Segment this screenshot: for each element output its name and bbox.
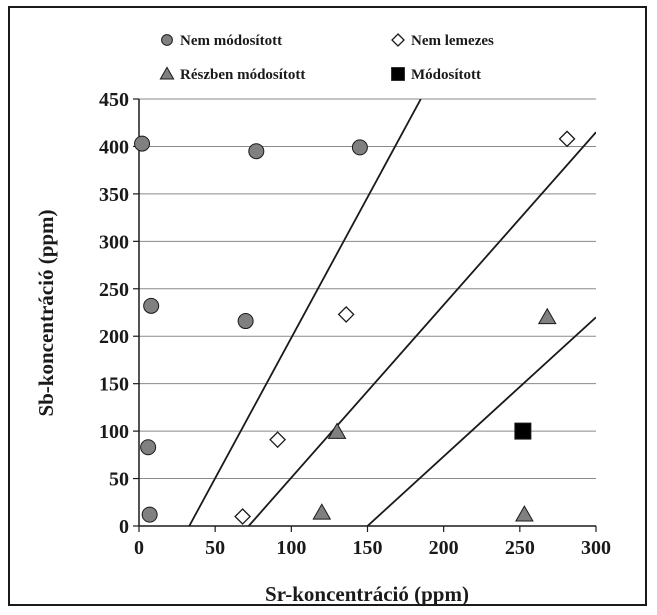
y-tick-label: 350 [99,184,129,206]
y-tick-label: 400 [99,136,129,158]
legend: Nem módosított Nem lemezes Részben módosít… [159,33,494,83]
point-triangle [537,307,557,325]
trend-line [366,316,596,526]
chart-frame [8,6,647,606]
point-diamond [234,508,252,525]
y-tick-label: 100 [99,421,129,443]
point-circle [141,506,158,523]
legend-marker-triangle [159,66,175,80]
legend-marker-square [391,67,405,81]
y-axis-title: Sb-koncentráció (ppm) [34,209,58,416]
x-tick-label: 100 [276,537,306,559]
point-triangle [312,503,332,520]
y-tick-label: 250 [99,279,129,301]
axes [133,98,597,532]
x-tick-label: 200 [429,537,459,559]
legend-label: Nem módosított [180,33,282,49]
x-tick-label: 300 [581,537,611,559]
x-tick-label: 50 [205,537,225,559]
y-tick-label: 150 [99,374,129,396]
y-tick-label: 450 [99,89,129,111]
point-circle [134,135,151,152]
point-diamond [558,130,576,148]
trend-lines [188,99,596,526]
point-circle [351,139,368,156]
gridlines [139,98,596,480]
trend-line [188,99,422,526]
legend-marker-circle [161,34,173,46]
legend-label: Nem lemezes [411,33,494,49]
point-square [514,422,532,440]
point-circle [237,313,254,330]
y-tick-label: 300 [99,231,129,253]
point-triangle [515,505,534,522]
legend-label: Részben módosított [180,67,305,83]
data-points [134,130,576,525]
x-tick-label: 250 [505,537,535,559]
point-circle [143,297,160,314]
legend-label: Módosított [411,67,481,83]
x-axis-title: Sr-koncentráció (ppm) [265,582,469,606]
y-tick-label: 200 [99,326,129,348]
point-diamond [269,431,287,449]
point-triangle [327,422,347,439]
y-tick-label: 0 [119,516,129,538]
trend-line [248,131,596,526]
point-diamond [337,305,355,323]
y-tick-label: 50 [109,469,129,491]
x-tick-label: 150 [353,537,383,559]
tick-labels: 0 50 100 150 200 250 300 350 400 450 0 50 100 150 200 2… [99,89,611,559]
point-circle [140,439,157,456]
point-circle [248,143,265,160]
x-tick-label: 0 [134,537,144,559]
legend-marker-diamond [391,33,405,47]
